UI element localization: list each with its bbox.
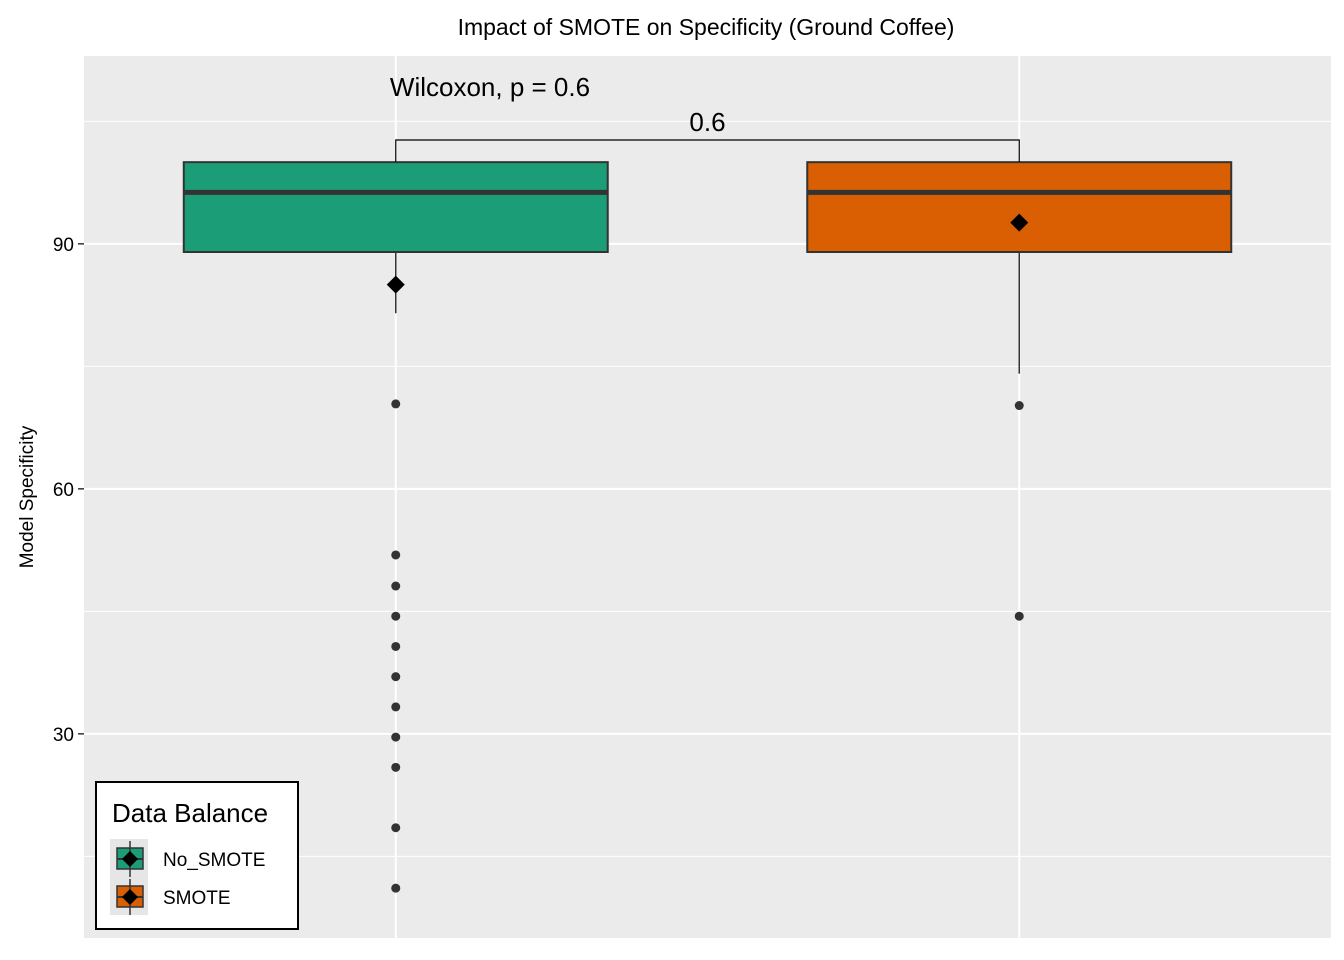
outlier-point [1014, 401, 1024, 411]
annotations: Wilcoxon, p = 0.6 0.6 [390, 72, 1020, 162]
mean-point [1010, 213, 1029, 232]
boxplot-smote [806, 161, 1233, 621]
legend-item-smote: SMOTE [110, 877, 231, 915]
y-axis-label: Model Specificity [17, 425, 38, 568]
outlier-point [391, 581, 401, 591]
box-iqr [806, 161, 1233, 254]
boxplots [182, 161, 1233, 893]
outlier-point [391, 399, 401, 409]
outlier-point [391, 641, 401, 651]
legend-key-mean [122, 889, 138, 905]
y-tick-label: 90 [53, 235, 74, 256]
y-tick-label: 30 [53, 725, 74, 746]
outlier-point [391, 762, 401, 772]
outlier-point [391, 611, 401, 621]
legend-key-mean [122, 851, 138, 867]
legend-label: SMOTE [163, 888, 231, 909]
y-tick-label: 60 [53, 480, 74, 501]
legend-title: Data Balance [112, 798, 268, 828]
box-iqr [182, 161, 609, 254]
outlier-point [391, 672, 401, 682]
legend-item-no-smote: No_SMOTE [110, 839, 265, 877]
outlier-point [391, 702, 401, 712]
legend: Data Balance No_SMOTE SMOTE [95, 781, 299, 930]
outlier-point [1014, 611, 1024, 621]
comparison-bracket [395, 139, 1020, 162]
outlier-point [391, 732, 401, 742]
outlier-point [391, 883, 401, 893]
bracket-label: 0.6 [689, 107, 725, 137]
legend-label: No_SMOTE [163, 850, 265, 871]
boxplot-no-smote [182, 161, 609, 893]
outlier-point [391, 823, 401, 833]
chart-title: Impact of SMOTE on Specificity (Ground C… [458, 14, 955, 40]
test-label: Wilcoxon, p = 0.6 [390, 72, 590, 102]
outlier-point [391, 550, 401, 560]
y-axis: 30 60 90 [53, 235, 84, 746]
mean-point [386, 275, 405, 294]
